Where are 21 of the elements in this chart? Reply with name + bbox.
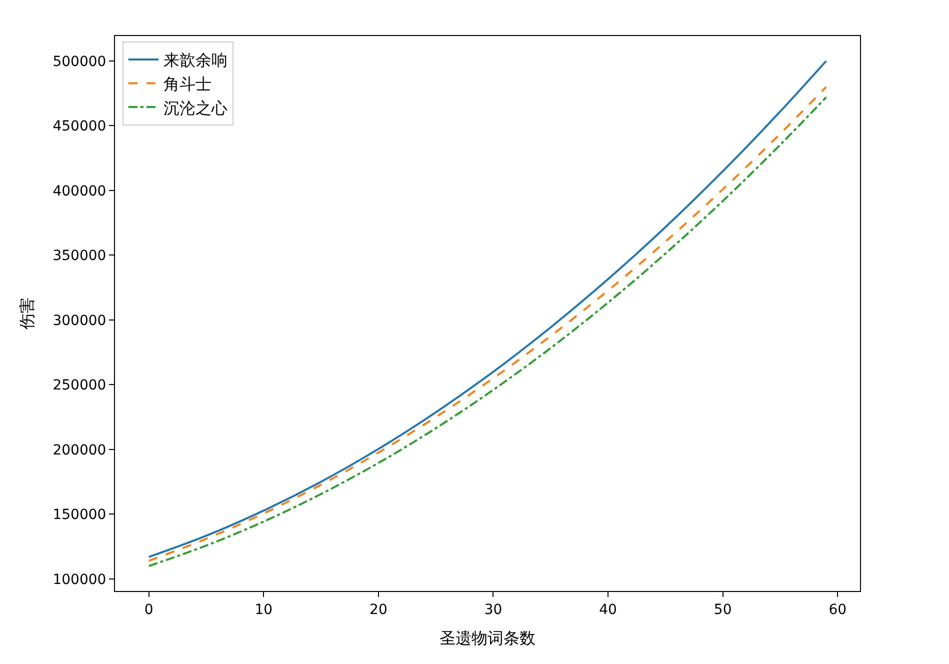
y-tick-label: 150000: [52, 507, 106, 524]
x-axis-title: 圣遗物词条数: [440, 628, 536, 648]
y-tick-label: 300000: [52, 312, 106, 329]
y-tick-label: 100000: [52, 572, 106, 588]
x-tick-label: 30: [484, 602, 502, 618]
x-tick-label: 10: [254, 602, 273, 618]
y-axis-title: 伤害: [18, 298, 37, 330]
legend-label: 沉沦之心: [163, 98, 228, 118]
x-tick-label: 50: [714, 602, 732, 618]
y-tick-label: 200000: [52, 442, 106, 458]
x-tick-label: 0: [144, 602, 154, 618]
y-tick-label: 400000: [52, 183, 106, 200]
y-tick-label: 350000: [52, 248, 106, 264]
y-tick-label: 500000: [52, 54, 106, 70]
x-tick-label: 40: [599, 602, 617, 618]
y-tick-label: 450000: [52, 118, 106, 135]
legend-label: 角斗士: [163, 74, 212, 94]
x-tick-label: 60: [828, 602, 847, 618]
x-tick-label: 20: [370, 602, 388, 618]
legend-label: 来歆余响: [163, 50, 228, 70]
y-tick-label: 250000: [52, 378, 106, 394]
